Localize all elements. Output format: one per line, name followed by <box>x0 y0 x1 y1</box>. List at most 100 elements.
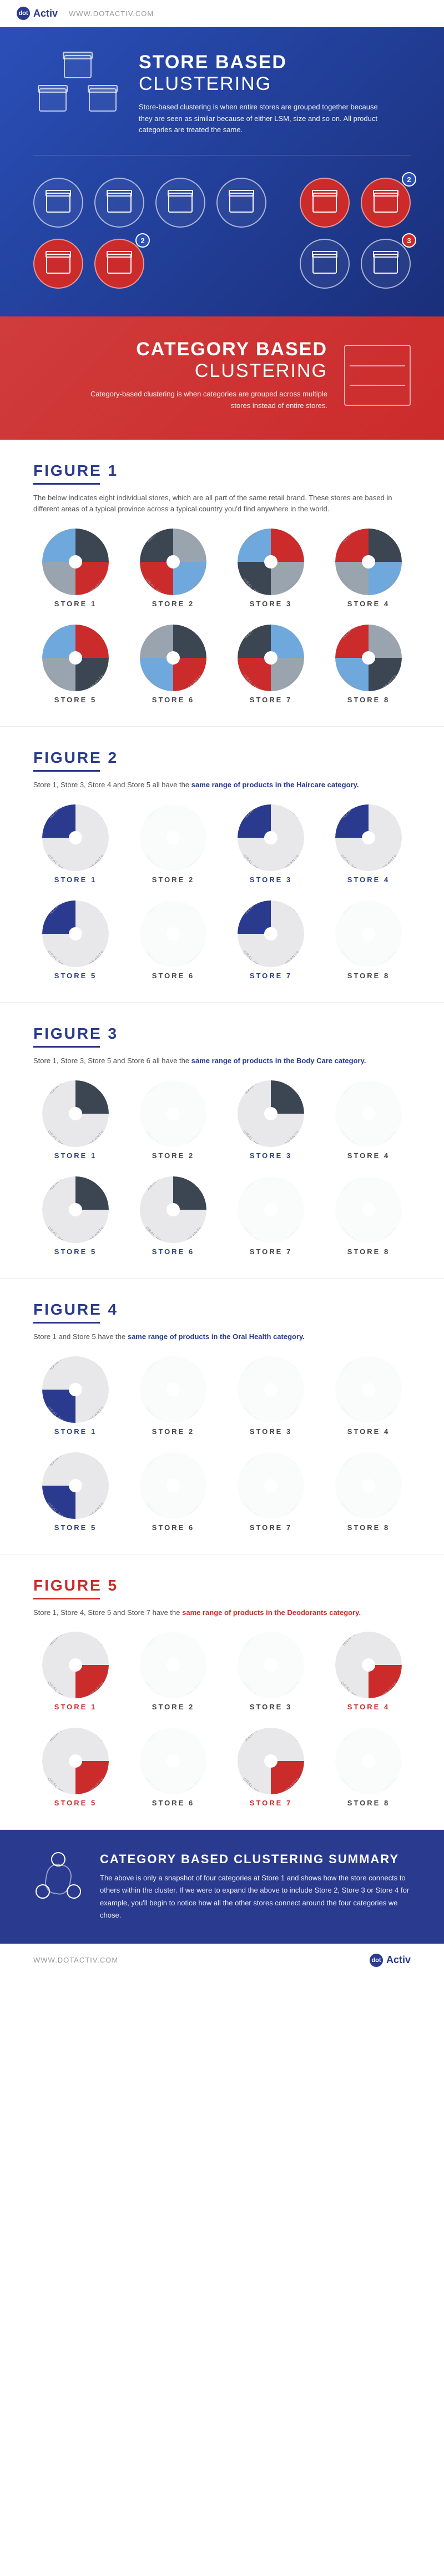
store-label: STORE 4 <box>347 1703 390 1711</box>
store-cell: HAIR CAREBODY CAREDEODORANTSORAL HEALTHS… <box>131 1632 215 1711</box>
cluster-group: 2 <box>33 239 144 289</box>
store-cell: HAIR CAREBODY CAREDEODORANTSORAL HEALTHS… <box>229 625 313 704</box>
category-pie: HAIR CAREBODY CAREDEODORANTSORAL HEALTH <box>238 1356 304 1423</box>
category-pie: HAIR CAREBODY CAREDEODORANTSORAL HEALTH <box>335 1452 402 1519</box>
category-hero-body: Category-based clustering is when catego… <box>83 389 327 412</box>
store-cell: HAIR CAREBODY CAREDEODORANTSORAL HEALTHS… <box>326 1080 411 1160</box>
store-label: STORE 2 <box>152 600 194 608</box>
cluster-group: 3 <box>300 239 411 289</box>
store-label: STORE 3 <box>250 1703 292 1711</box>
store-cell: HAIR CAREBODY CAREDEODORANTSORAL HEALTHS… <box>326 900 411 980</box>
store-label: STORE 8 <box>347 1799 390 1807</box>
store-cell: HAIR CAREBODY CAREDEODORANTSORAL HEALTHS… <box>33 529 118 608</box>
store-cell: HAIR CAREBODY CAREDEODORANTSORAL HEALTH S… <box>326 1632 411 1711</box>
figure3-title: FIGURE 3 <box>33 1025 411 1043</box>
store-cell: HAIR CAREBODY CAREDEODORANTSORAL HEALTH S… <box>131 1080 215 1160</box>
store-circle-icon <box>33 178 83 228</box>
store-label: STORE 7 <box>250 1247 292 1256</box>
category-pie: HAIR CAREBODY CAREDEODORANTSORAL HEALTH <box>42 1728 109 1794</box>
figure5-title: FIGURE 5 <box>33 1577 411 1594</box>
store-label: STORE 6 <box>152 1799 194 1807</box>
bottom-bar: WWW.DOTACTIV.COM dot Activ <box>0 1944 444 1977</box>
logo: dot Activ <box>17 7 58 20</box>
store-label: STORE 3 <box>250 876 292 884</box>
figure-1-title: FIGURE 1 <box>33 462 411 480</box>
store-label: STORE 1 <box>54 1151 97 1160</box>
store-cell: HAIR CAREBODY CAREDEODORANTSORAL HEALTHS… <box>229 1728 313 1807</box>
store-cell: HAIR CAREBODY CAREDEODORANTSORAL HEALTHS… <box>229 1356 313 1436</box>
store-cell: HAIR CAREBODY CAREDEODORANTSORAL HEALTH S… <box>131 900 215 980</box>
category-pie: HAIR CAREBODY CAREDEODORANTSORAL HEALTH <box>140 1452 206 1519</box>
store-label: STORE 3 <box>250 1151 292 1160</box>
store-circle-icon <box>361 178 411 228</box>
figure4-title: FIGURE 4 <box>33 1301 411 1319</box>
store-cell: HAIR CAREBODY CAREDEODORANTSORAL HEALTHS… <box>131 1356 215 1436</box>
figure2-title: FIGURE 2 <box>33 749 411 767</box>
footer-url: WWW.DOTACTIV.COM <box>33 1956 118 1964</box>
category-pie: HAIR CAREBODY CAREDEODORANTSORAL HEALTH <box>140 625 206 691</box>
store-label: STORE 5 <box>54 1247 97 1256</box>
store-label: STORE 6 <box>152 1523 194 1532</box>
store-cell: HAIR CAREBODY CAREDEODORANTSORAL HEALTHS… <box>33 1728 118 1807</box>
store-cell: HAIR CAREBODY CAREDEODORANTSORAL HEALTH S… <box>33 1176 118 1256</box>
summary-footer: CATEGORY BASED CLUSTERING SUMMARY The ab… <box>0 1830 444 1943</box>
category-pie: HAIR CAREBODY CAREDEODORANTSORAL HEALTH <box>140 900 206 967</box>
store-label: STORE 1 <box>54 1427 97 1436</box>
category-pie: HAIR CAREBODY CAREDEODORANTSORAL HEALTH <box>42 1080 109 1147</box>
category-pie: HAIR CAREBODY CAREDEODORANTSORAL HEALTH <box>335 529 402 595</box>
store-label: STORE 4 <box>347 1427 390 1436</box>
store-cell: HAIR CAREBODY CAREDEODORANTSORAL HEALTHS… <box>131 529 215 608</box>
store-cell: HAIR CAREBODY CAREDEODORANTSORAL HEALTH S… <box>33 1356 118 1436</box>
store-label: STORE 5 <box>54 696 97 704</box>
category-pie: HAIR CAREBODY CAREDEODORANTSORAL HEALTH <box>42 1632 109 1698</box>
store-label: STORE 3 <box>250 600 292 608</box>
category-clustering-hero: CATEGORY BASED CLUSTERING Category-based… <box>0 316 444 440</box>
category-pie: HAIR CAREBODY CAREDEODORANTSORAL HEALTH <box>42 1452 109 1519</box>
store-cell: HAIR CAREBODY CAREDEODORANTSORAL HEALTHS… <box>229 900 313 980</box>
figure-2: FIGURE 2Store 1, Store 3, Store 4 and St… <box>0 727 444 1003</box>
category-pie: HAIR CAREBODY CAREDEODORANTSORAL HEALTH <box>42 1356 109 1423</box>
cluster-group: 2 <box>300 178 411 228</box>
store-label: STORE 1 <box>54 600 97 608</box>
store-cell: HAIR CAREBODY CAREDEODORANTSORAL HEALTHS… <box>326 1176 411 1256</box>
category-pie: HAIR CAREBODY CAREDEODORANTSORAL HEALTH <box>335 1632 402 1698</box>
store-label: STORE 5 <box>54 1523 97 1532</box>
store-label: STORE 8 <box>347 972 390 980</box>
store-circle-icon <box>94 178 144 228</box>
store-cell: HAIR CAREBODY CAREDEODORANTSORAL HEALTH S… <box>131 1452 215 1532</box>
store-label: STORE 2 <box>152 876 194 884</box>
store-cell: HAIR CAREBODY CAREDEODORANTSORAL HEALTH S… <box>326 1452 411 1532</box>
store-clustering-hero: STORE BASED CLUSTERING Store-based clust… <box>0 27 444 316</box>
store-cell: HAIR CAREBODY CAREDEODORANTSORAL HEALTH S… <box>229 1632 313 1711</box>
category-pie: HAIR CAREBODY CAREDEODORANTSORAL HEALTH <box>42 1176 109 1243</box>
category-pie: HAIR CAREBODY CAREDEODORANTSORAL HEALTH <box>335 1728 402 1794</box>
header-url: WWW.DOTACTIV.COM <box>69 9 154 18</box>
figure3-desc: Store 1, Store 3, Store 5 and Store 6 al… <box>33 1055 411 1067</box>
category-pie: HAIR CAREBODY CAREDEODORANTSORAL HEALTH <box>238 529 304 595</box>
store-label: STORE 6 <box>152 1247 194 1256</box>
store-label: STORE 8 <box>347 1523 390 1532</box>
category-pie: HAIR CAREBODY CAREDEODORANTSORAL HEALTH <box>140 1080 206 1147</box>
logo-mark-icon: dot <box>17 7 30 20</box>
cluster-badge: 2 <box>402 172 416 187</box>
shelf-icon <box>344 345 411 406</box>
category-pie: HAIR CAREBODY CAREDEODORANTSORAL HEALTH <box>238 1632 304 1698</box>
category-pie: HAIR CAREBODY CAREDEODORANTSORAL HEALTH <box>42 804 109 871</box>
store-cell: HAIR CAREBODY CAREDEODORANTSORAL HEALTHS… <box>131 1176 215 1256</box>
store-label: STORE 8 <box>347 696 390 704</box>
store-circle-icon <box>300 239 350 289</box>
top-bar: dot Activ WWW.DOTACTIV.COM <box>0 0 444 27</box>
store-cell: HAIR CAREBODY CAREDEODORANTSORAL HEALTH S… <box>326 625 411 704</box>
store-cell: HAIR CAREBODY CAREDEODORANTSORAL HEALTH S… <box>33 1452 118 1532</box>
store-label: STORE 7 <box>250 1799 292 1807</box>
store-circle-icon <box>216 178 266 228</box>
store-label: STORE 4 <box>347 876 390 884</box>
store-label: STORE 6 <box>152 972 194 980</box>
store-label: STORE 5 <box>54 972 97 980</box>
category-pie: HAIR CAREBODY CAREDEODORANTSORAL HEALTH <box>238 1080 304 1147</box>
category-pie: HAIR CAREBODY CAREDEODORANTSORAL HEALTH <box>335 625 402 691</box>
store-cell: HAIR CAREBODY CAREDEODORANTSORAL HEALTH S… <box>326 1728 411 1807</box>
store-cell: HAIR CAREBODY CAREDEODORANTSORAL HEALTHS… <box>229 1452 313 1532</box>
figure-5: FIGURE 5Store 1, Store 4, Store 5 and St… <box>0 1554 444 1830</box>
store-label: STORE 2 <box>152 1151 194 1160</box>
